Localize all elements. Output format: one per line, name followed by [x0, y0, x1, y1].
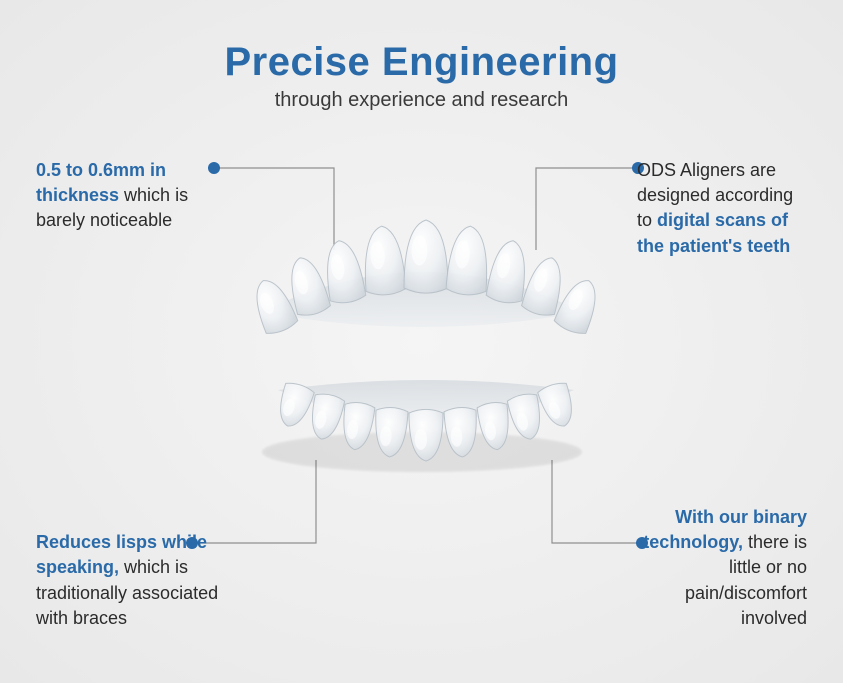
callout-bottom-left: Reduces lisps while speaking, which is t… — [36, 530, 246, 631]
callout-top-left: 0.5 to 0.6mm in thickness which is barel… — [36, 158, 206, 234]
callout-top-right: ODS Aligners are designed according to d… — [637, 158, 807, 259]
callout-bold: digital scans of the patient's teeth — [637, 210, 790, 255]
header: Precise Engineering through experience a… — [0, 0, 843, 112]
page-subtitle: through experience and research — [0, 89, 843, 112]
aligner-illustration — [222, 202, 622, 482]
page-title: Precise Engineering — [0, 40, 843, 85]
callout-bottom-right: With our binary technology, there is lit… — [627, 505, 807, 631]
